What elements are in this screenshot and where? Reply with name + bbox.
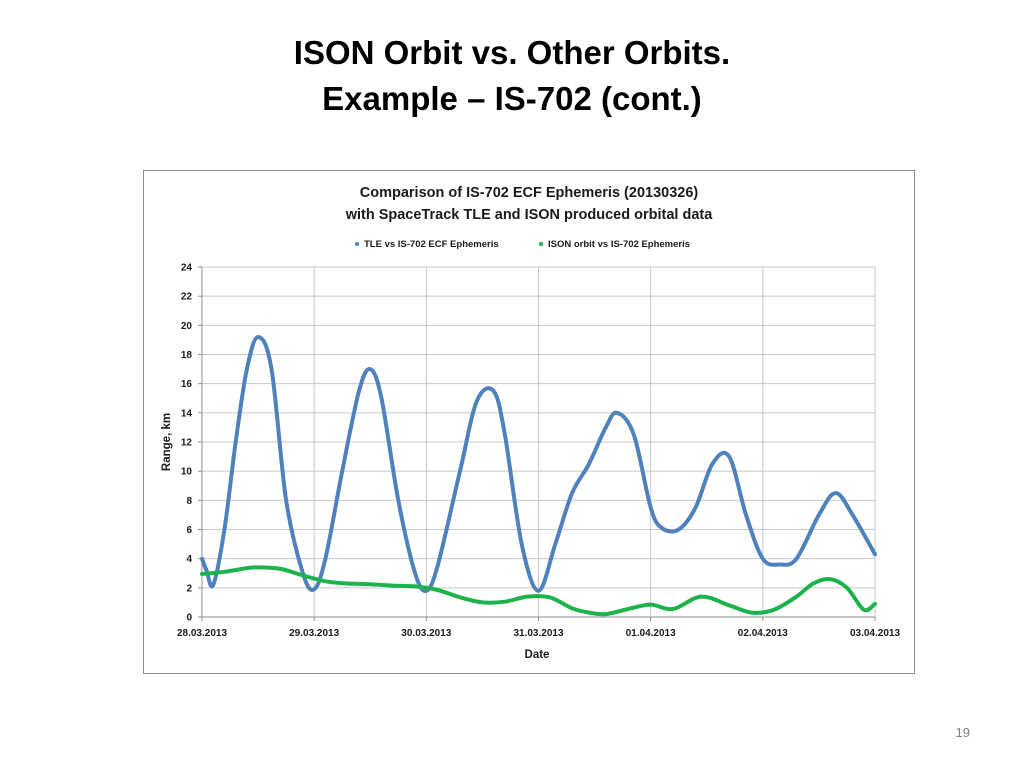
legend-marker-tle xyxy=(355,242,359,246)
x-tick-label: 30.03.2013 xyxy=(401,628,451,639)
slide-title-line1: ISON Orbit vs. Other Orbits. xyxy=(293,34,731,71)
y-tick-label: 6 xyxy=(186,525,192,536)
x-axis-ticks: 28.03.2013 29.03.2013 30.03.2013 31.03.2013… xyxy=(177,617,900,639)
x-tick-label: 02.04.2013 xyxy=(738,628,788,639)
x-tick-label: 03.04.2013 xyxy=(850,628,900,639)
y-tick-label: 22 xyxy=(181,292,193,303)
legend: TLE vs IS-702 ECF Ephemeris ISON orbit v… xyxy=(355,239,690,250)
y-axis-title: Range, km xyxy=(161,413,173,471)
y-tick-label: 2 xyxy=(186,583,192,594)
y-tick-label: 4 xyxy=(186,554,192,565)
legend-label-tle: TLE vs IS-702 ECF Ephemeris xyxy=(364,239,499,250)
y-tick-label: 8 xyxy=(186,496,192,507)
slide-title-line2: Example – IS-702 (cont.) xyxy=(322,80,702,117)
x-tick-label: 29.03.2013 xyxy=(289,628,339,639)
line-chart: Comparison of IS-702 ECF Ephemeris (2013… xyxy=(161,185,900,661)
y-tick-label: 12 xyxy=(181,438,193,449)
slide-title: ISON Orbit vs. Other Orbits. Example – I… xyxy=(0,30,1024,122)
x-tick-label: 01.04.2013 xyxy=(626,628,676,639)
y-tick-label: 0 xyxy=(186,613,192,624)
y-tick-label: 18 xyxy=(181,350,193,361)
x-tick-label: 28.03.2013 xyxy=(177,628,227,639)
legend-label-ison: ISON orbit vs IS-702 Ephemeris xyxy=(548,239,690,250)
chart-title-line1: Comparison of IS-702 ECF Ephemeris (2013… xyxy=(360,185,699,201)
legend-marker-ison xyxy=(539,242,543,246)
x-tick-label: 31.03.2013 xyxy=(513,628,563,639)
chart-frame: Comparison of IS-702 ECF Ephemeris (2013… xyxy=(143,170,915,674)
y-tick-label: 14 xyxy=(181,408,193,419)
series xyxy=(200,335,877,617)
series-line-ison xyxy=(200,565,877,617)
page-number: 19 xyxy=(955,725,970,740)
chart-title-line2: with SpaceTrack TLE and ISON produced or… xyxy=(345,207,714,223)
y-tick-label: 20 xyxy=(181,321,193,332)
y-tick-label: 10 xyxy=(181,467,193,478)
x-axis-title: Date xyxy=(525,649,550,661)
y-tick-label: 16 xyxy=(181,379,193,390)
y-tick-label: 24 xyxy=(181,263,193,274)
series-line-tle xyxy=(200,335,877,593)
